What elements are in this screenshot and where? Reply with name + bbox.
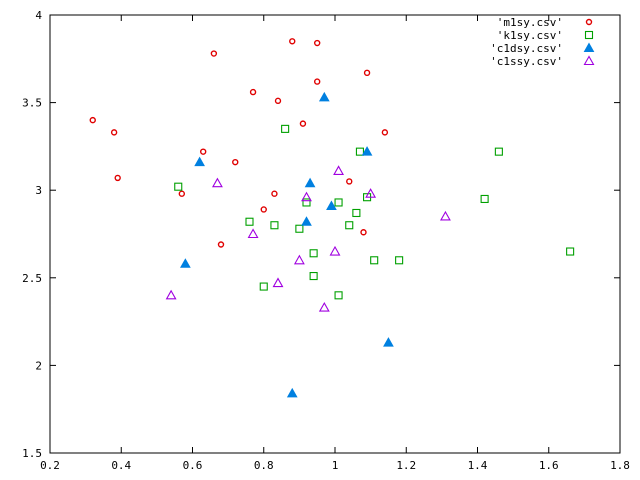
x-tick-label: 1.8 [610,459,630,472]
data-point [110,129,118,136]
data-points [89,38,575,398]
y-tick-label: 2 [35,359,42,372]
data-point [313,78,321,85]
data-point [165,289,177,300]
data-point [210,50,218,57]
data-point [360,229,367,236]
data-point [361,146,373,156]
data-point [293,254,305,265]
data-point [381,129,389,136]
data-point [370,256,379,265]
x-tick-label: 1.2 [396,459,416,472]
data-point [289,38,296,45]
data-point [199,148,207,155]
plot-frame [49,14,621,454]
data-point [309,249,318,258]
data-point [329,245,341,256]
data-point [313,39,321,47]
data-point [439,210,451,221]
data-point [318,301,330,312]
data-point [281,124,290,133]
data-point [494,147,503,156]
data-point [260,206,267,213]
x-tick-label: 0.6 [183,459,203,472]
x-tick-label: 1.6 [539,459,559,472]
legend-marker [584,30,594,40]
data-point [355,147,364,156]
data-point [363,69,371,77]
data-point [180,258,191,268]
data-point [249,88,257,96]
data-point [274,97,282,105]
data-point [299,120,307,127]
data-point [480,194,489,204]
data-point [245,217,254,226]
data-point [247,228,259,239]
legend-label: 'm1sy.csv' [497,16,563,29]
x-tick-label: 0.2 [40,459,60,472]
data-point [194,156,205,167]
y-tick-label: 3.5 [22,97,42,110]
x-tick-label: 0.8 [254,459,274,472]
legend-label: 'k1sy.csv' [497,29,563,42]
data-point [259,282,268,291]
data-point [566,247,575,256]
data-point [301,191,312,202]
data-point [365,188,377,198]
legend-label: 'c1dsy.csv' [490,42,563,55]
data-point [114,174,121,182]
x-tick-label: 0.4 [111,459,131,472]
x-tick-label: 1.4 [468,459,488,472]
data-point [309,271,318,281]
data-point [346,178,353,185]
legend-label: 'c1ssy.csv' [490,55,563,68]
data-point [334,291,343,300]
legend-marker [585,18,593,26]
data-point [333,165,345,175]
data-point [89,116,96,124]
data-point [334,198,343,207]
x-tick-label: 1 [332,459,339,472]
data-point [304,177,316,188]
data-point [352,208,361,218]
y-tick-label: 1.5 [22,447,42,460]
legend: 'm1sy.csv''k1sy.csv''c1dsy.csv''c1ssy.cs… [490,16,595,68]
data-point [383,337,394,347]
data-point [302,198,311,207]
legend-marker [583,55,595,66]
data-point [217,241,225,248]
data-point [395,256,404,265]
axes: 0.2 0.4 0.6 0.8 1 1.2 1.4 1.6 1.8 1.5 2 2.5 3 3.5 4 [22,9,630,472]
data-point [345,221,354,230]
data-point [232,158,239,166]
data-point [211,177,223,188]
data-point [178,190,186,197]
data-point [318,91,330,102]
data-point [286,387,298,398]
y-tick-label: 2.5 [22,272,42,285]
data-point [301,216,312,226]
y-tick-label: 3 [35,184,42,197]
data-point [174,182,183,191]
data-point [272,277,284,288]
data-point [295,224,304,233]
legend-marker [583,42,595,52]
data-point [271,190,278,197]
data-point [326,200,337,210]
data-point [270,221,279,230]
y-tick-label: 4 [35,9,42,22]
